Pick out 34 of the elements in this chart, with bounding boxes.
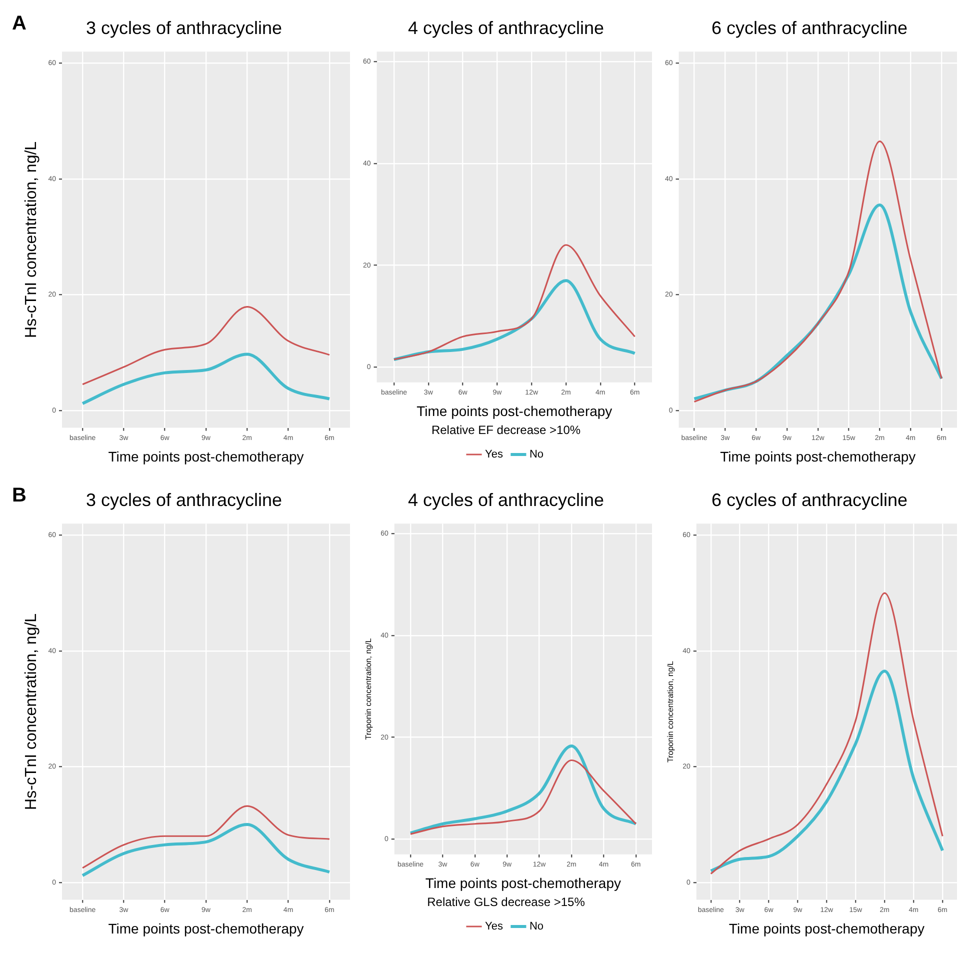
chart-title: 4 cycles of anthracycline	[408, 490, 604, 510]
line-series	[81, 352, 331, 405]
line-series	[410, 759, 637, 835]
line-series	[82, 805, 330, 869]
chart-title: 4 cycles of anthracycline	[408, 18, 604, 38]
x-axis-title: Time points post-chemotherapy	[720, 448, 916, 464]
line-series	[82, 306, 330, 386]
legend-label: Yes	[484, 920, 504, 933]
legend-label: No	[529, 920, 544, 933]
line-series	[81, 823, 331, 877]
line-series	[709, 670, 944, 872]
line-series	[393, 244, 636, 360]
text: B	[12, 484, 26, 507]
x-axis-title: Time points post-chemotherapy	[416, 403, 612, 420]
chart-title: 3 cycles of anthracycline	[86, 490, 282, 510]
legend-title: Relative GLS decrease >15%	[427, 894, 586, 909]
y-axis-title: Troponin concentration, ng/L	[364, 638, 374, 740]
line-series	[408, 744, 638, 835]
line-series	[693, 140, 942, 403]
y-axis-title: Hs-cTnI concentration, ng/L	[23, 141, 40, 338]
chart-title: 3 cycles of anthracycline	[86, 18, 282, 38]
y-axis-title: Troponin concentration, ng/L	[666, 660, 676, 762]
x-axis-title: Time points post-chemotherapy	[108, 448, 304, 464]
legend-label: Yes	[484, 448, 504, 461]
legend-label: No	[529, 448, 544, 461]
x-axis-title: Time points post-chemotherapy	[425, 875, 621, 892]
legend-title: Relative EF decrease >10%	[431, 422, 581, 437]
chart-title: 6 cycles of anthracycline	[711, 18, 908, 38]
line-series	[710, 592, 944, 875]
y-axis-title: Hs-cTnI concentration, ng/L	[23, 613, 40, 810]
x-axis-title: Time points post-chemotherapy	[728, 920, 924, 936]
chart-title: 6 cycles of anthracycline	[711, 490, 908, 510]
text: A	[12, 12, 26, 35]
x-axis-title: Time points post-chemotherapy	[108, 920, 304, 936]
